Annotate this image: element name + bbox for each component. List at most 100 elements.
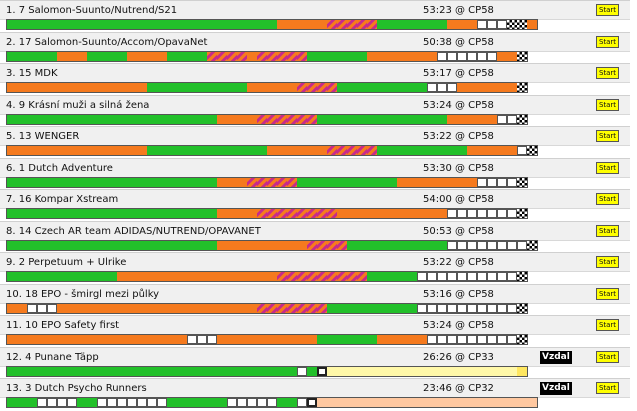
- checkpoint-segment: [247, 303, 257, 313]
- team-header: 4. 9 Krásní muži a silná žena 53:24 @ CP5…: [0, 94, 630, 115]
- checkpoint-segment: [7, 20, 17, 29]
- team-name[interactable]: 5. 13 WENGER: [6, 131, 80, 142]
- checkpoint-track: [6, 365, 528, 377]
- team-name[interactable]: 13. 3 Dutch Psycho Runners: [6, 383, 147, 394]
- checkpoint-segment: [357, 146, 367, 155]
- team-name[interactable]: 11. 10 EPO Safety first: [6, 320, 120, 331]
- checkpoint-segment: [7, 51, 17, 61]
- start-button[interactable]: Start: [596, 35, 619, 48]
- checkpoint-segment: [97, 146, 107, 155]
- checkpoint-segment: [357, 398, 367, 407]
- checkpoint-segment: [397, 83, 407, 92]
- checkpoint-segment: [247, 177, 257, 187]
- checkpoint-segment: [287, 83, 297, 92]
- team-header: 10. 18 EPO - šmirgl mezi půlky 53:16 @ CP…: [0, 283, 630, 304]
- checkpoint-segment: [207, 303, 217, 313]
- checkpoint-segment: [187, 114, 197, 124]
- start-button[interactable]: Start: [596, 256, 619, 268]
- checkpoint-segment: [257, 20, 267, 29]
- retired-badge: Vzdal: [540, 350, 572, 364]
- team-name[interactable]: 10. 18 EPO - šmirgl mezi půlky: [6, 288, 160, 300]
- team-name[interactable]: 3. 15 MDK: [6, 68, 58, 79]
- checkpoint-segment: [187, 240, 197, 250]
- checkpoint-segment: [337, 366, 347, 376]
- finish-flag-icon: [527, 240, 537, 250]
- checkpoint-segment: [87, 83, 97, 92]
- checkpoint-segment: [107, 272, 117, 281]
- checkpoint-segment: [447, 335, 457, 344]
- checkpoint-segment: [227, 20, 237, 29]
- checkpoint-segment: [217, 83, 227, 92]
- checkpoint-segment: [397, 177, 407, 187]
- team-name[interactable]: 12. 4 Punane Täpp: [6, 351, 99, 363]
- checkpoint-segment: [327, 83, 337, 92]
- checkpoint-segment: [267, 272, 277, 281]
- checkpoint-segment: [367, 240, 377, 250]
- checkpoint-segment: [97, 398, 107, 407]
- team-row: 10. 18 EPO - šmirgl mezi půlky 53:16 @ CP…: [0, 283, 637, 315]
- checkpoint-segment: [327, 51, 337, 61]
- start-button[interactable]: Start: [596, 287, 619, 300]
- checkpoint-segment: [217, 240, 227, 250]
- start-button[interactable]: Start: [596, 161, 619, 174]
- start-button[interactable]: Start: [596, 4, 619, 16]
- checkpoint-segment: [7, 398, 17, 407]
- checkpoint-segment: [157, 20, 167, 29]
- checkpoint-segment: [317, 83, 327, 92]
- checkpoint-segment: [7, 146, 17, 155]
- checkpoint-segment: [387, 303, 397, 313]
- start-button[interactable]: Start: [596, 193, 619, 205]
- finish-flag-icon: [517, 83, 527, 92]
- checkpoint-segment: [377, 303, 387, 313]
- team-name[interactable]: 8. 14 Czech AR team ADIDAS/NUTREND/OPAVA…: [6, 225, 261, 237]
- checkpoint-segment: [37, 366, 47, 376]
- checkpoint-segment: [157, 272, 167, 281]
- checkpoint-segment: [307, 335, 317, 344]
- checkpoint-segment: [277, 209, 287, 218]
- checkpoint-segment: [7, 240, 17, 250]
- checkpoint-segment: [367, 209, 377, 218]
- checkpoint-segment: [487, 209, 497, 218]
- start-button[interactable]: Start: [596, 382, 619, 394]
- checkpoint-segment: [307, 366, 317, 376]
- team-name[interactable]: 4. 9 Krásní muži a silná žena: [6, 99, 150, 111]
- checkpoint-segment: [97, 272, 107, 281]
- checkpoint-track: [6, 176, 528, 188]
- team-name[interactable]: 9. 2 Perpetuum + Ulrike: [6, 257, 127, 268]
- checkpoint-segment: [437, 303, 447, 313]
- checkpoint-segment: [417, 146, 427, 155]
- team-name[interactable]: 7. 16 Kompar Xstream: [6, 194, 119, 205]
- team-name[interactable]: 6. 1 Dutch Adventure: [6, 162, 113, 174]
- start-button[interactable]: Start: [596, 224, 619, 237]
- checkpoint-track: [6, 302, 528, 314]
- checkpoint-segment: [447, 177, 457, 187]
- checkpoint-segment: [287, 303, 297, 313]
- checkpoint-segment: [117, 398, 127, 407]
- checkpoint-segment: [247, 272, 257, 281]
- checkpoint-segment: [47, 83, 57, 92]
- checkpoint-segment: [67, 335, 77, 344]
- checkpoint-segment: [307, 83, 317, 92]
- checkpoint-segment: [427, 272, 437, 281]
- checkpoint-segment: [477, 114, 487, 124]
- start-button[interactable]: Start: [596, 350, 619, 363]
- checkpoint-segment: [387, 272, 397, 281]
- checkpoint-segment: [217, 146, 227, 155]
- checkpoint-segment: [517, 146, 527, 155]
- team-header: 1. 7 Salomon-Suunto/Nutrend/S21 53:23 @ C…: [0, 0, 630, 20]
- checkpoint-segment: [187, 20, 197, 29]
- start-button[interactable]: Start: [596, 130, 619, 142]
- checkpoint-segment: [227, 146, 237, 155]
- checkpoint-segment: [357, 366, 367, 376]
- team-name[interactable]: 2. 17 Salomon-Suunto/Accom/OpavaNet: [6, 36, 208, 48]
- start-button[interactable]: Start: [596, 98, 619, 111]
- start-button[interactable]: Start: [596, 67, 619, 79]
- checkpoint-segment: [317, 20, 327, 29]
- checkpoint-segment: [177, 366, 187, 376]
- checkpoint-segment: [217, 366, 227, 376]
- checkpoint-segment: [137, 177, 147, 187]
- team-name[interactable]: 1. 7 Salomon-Suunto/Nutrend/S21: [6, 5, 178, 16]
- checkpoint-segment: [297, 20, 307, 29]
- checkpoint-segment: [317, 146, 327, 155]
- start-button[interactable]: Start: [596, 319, 619, 331]
